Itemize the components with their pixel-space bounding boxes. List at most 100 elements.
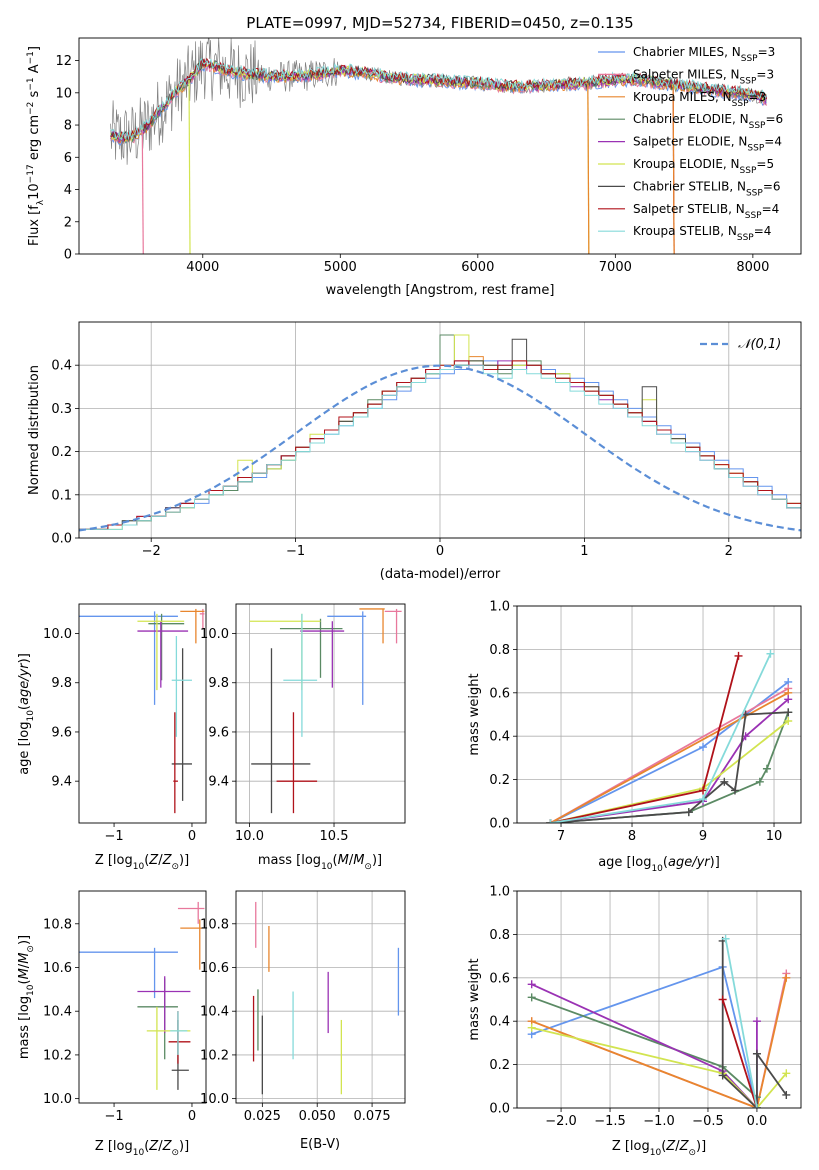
weight-series-line [721, 940, 788, 1108]
weight-point-marker [784, 717, 793, 726]
y-tick-label: 6 [64, 151, 72, 166]
x-axis-label: Z [log10(Z/Z⊙)] [612, 1139, 706, 1158]
age-vs-mass-panel: 10.0 10.5 9.4 9.6 9.8 10.0 mass [log10(M/M⊙)] [200, 603, 406, 872]
y-tick-label: 10.0 [200, 1092, 229, 1107]
legend-entry: Salpeter MILES, NSSP=3 [633, 67, 774, 86]
x-tick-label: 8 [628, 829, 636, 844]
y-axis-label: age [log10(age/yr)] [17, 653, 36, 775]
y-tick-label: 10.8 [200, 917, 229, 932]
y-tick-label: 1.0 [489, 600, 510, 615]
legend-entry: Chabrier STELIB, NSSP=6 [633, 179, 781, 198]
plot-area [527, 934, 791, 1108]
weight-point-marker [782, 1090, 791, 1099]
y-tick-label: 9.4 [51, 775, 72, 790]
weight-point-marker [720, 777, 729, 786]
x-tick-label: 8000 [736, 260, 769, 275]
y-axis-label: mass weight [467, 958, 482, 1040]
x-tick-label: 0.050 [299, 1109, 336, 1124]
y-tick-label: 0.6 [489, 971, 510, 986]
y-axis-label: mass weight [467, 673, 482, 755]
y-axis-label: Flux [fλ10−17 erg cm−2 s−1 A−1] [26, 46, 46, 246]
y-tick-label: 9.8 [51, 676, 72, 691]
weight-point-marker [782, 973, 791, 982]
legend-entry: Salpeter ELODIE, NSSP=4 [633, 135, 782, 154]
spectrum-model-line [110, 60, 767, 143]
y-tick-label: 4 [64, 183, 72, 198]
weight-point-marker [699, 786, 708, 795]
weight-point-marker [721, 934, 730, 943]
weight-point-marker [734, 651, 743, 660]
x-tick-label: −1.0 [643, 1114, 675, 1129]
weight-series-line [724, 938, 758, 1108]
spectrum-model-line [110, 57, 768, 141]
weight-point-marker [684, 808, 693, 817]
x-tick-label: 2 [725, 544, 733, 559]
spectrum-model-drop [587, 83, 590, 254]
y-tick-label: 10.6 [43, 961, 72, 976]
weight-series-line [531, 977, 788, 1108]
x-tick-label: 6000 [461, 260, 494, 275]
weight-series-line [550, 698, 789, 823]
weight-series-line [550, 711, 789, 823]
y-tick-label: 12 [55, 54, 72, 69]
y-tick-label: 9.6 [208, 725, 229, 740]
y-tick-label: 0.4 [489, 1015, 510, 1030]
y-tick-label: 0.8 [489, 928, 510, 943]
x-tick-label: 0 [188, 1109, 196, 1124]
y-tick-label: 0.4 [489, 730, 510, 745]
legend-entry: Chabrier MILES, NSSP=3 [633, 45, 775, 64]
y-tick-label: 0.1 [51, 488, 72, 503]
normal-reference-curve [79, 364, 801, 532]
y-tick-label: 0.2 [489, 773, 510, 788]
weight-point-marker [752, 1104, 761, 1108]
weight-point-marker [752, 1049, 761, 1058]
plot-area [252, 901, 400, 1095]
legend-entry: Chabrier ELODIE, NSSP=6 [633, 112, 783, 131]
plot-area [79, 608, 205, 814]
x-axis-label: (data-model)/error [380, 567, 501, 582]
y-tick-label: 10.0 [43, 1092, 72, 1107]
weight-point-marker [784, 695, 793, 704]
x-tick-label: −2.0 [545, 1114, 577, 1129]
y-axis-label: mass [log10(M/M⊙)] [17, 935, 36, 1059]
y-tick-label: 2 [64, 215, 72, 230]
weight-point-marker [730, 786, 739, 795]
axes-frame [235, 890, 406, 1104]
axes-frame [516, 890, 802, 1109]
y-tick-label: 10.6 [200, 961, 229, 976]
weight-point-marker [755, 777, 764, 786]
plot-area [110, 38, 768, 254]
y-tick-label: 0 [64, 248, 72, 263]
weight-point-marker [762, 764, 771, 773]
spectrum-model-drop [141, 129, 144, 254]
legend-entry: Kroupa STELIB, NSSP=4 [633, 224, 771, 243]
x-tick-label: −1 [104, 829, 123, 844]
weight-point-marker [546, 819, 555, 823]
x-tick-label: −1 [286, 544, 305, 559]
mass-weight-vs-age-panel: 7 8 9 10 0.0 0.2 0.4 0.6 0.8 1.0 mass weight age [l… [467, 600, 802, 874]
x-tick-label: −1 [104, 1109, 123, 1124]
x-axis-label: wavelength [Angstrom, rest frame] [326, 283, 555, 298]
y-tick-label: 1.0 [489, 885, 510, 900]
x-axis-label: Z [log10(Z/Z⊙)] [95, 853, 189, 872]
y-tick-label: 10.0 [43, 627, 72, 642]
x-tick-label: 0.025 [244, 1109, 281, 1124]
weight-point-marker [527, 980, 536, 989]
weight-point-marker [699, 795, 708, 804]
y-tick-label: 9.8 [208, 676, 229, 691]
y-tick-label: 0.3 [51, 402, 72, 417]
y-axis-label: Normed distribution [27, 365, 42, 495]
x-axis-label: Z [log10(Z/Z⊙)] [95, 1139, 189, 1158]
x-tick-label: 1 [580, 544, 588, 559]
weight-point-marker [752, 1017, 761, 1026]
x-tick-label: −0.5 [692, 1114, 724, 1129]
legend-entry: Kroupa ELODIE, NSSP=5 [633, 157, 774, 176]
y-tick-label: 9.4 [208, 775, 229, 790]
x-tick-label: 5000 [324, 260, 357, 275]
x-tick-label: 7 [557, 829, 565, 844]
x-tick-label: 10.5 [320, 829, 349, 844]
x-tick-label: 10.0 [235, 829, 264, 844]
spectrum-model-drop [672, 85, 675, 254]
y-tick-label: 0.0 [489, 817, 510, 832]
